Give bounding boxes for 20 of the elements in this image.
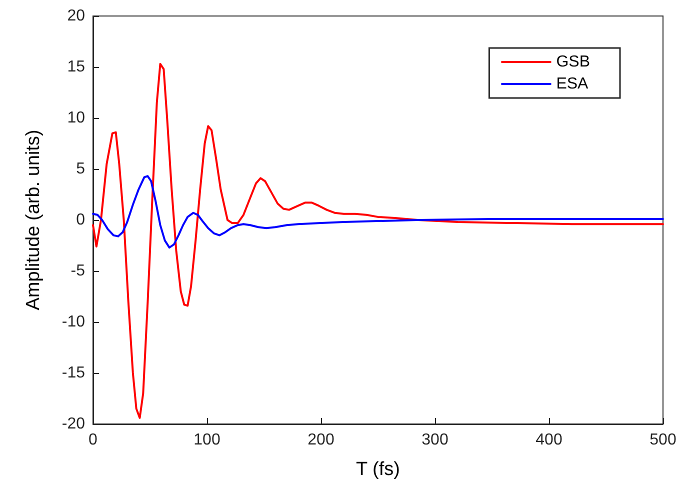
y-tick-label: -10 xyxy=(62,314,86,330)
x-tick-label: 100 xyxy=(194,432,220,448)
y-tick-label: 20 xyxy=(67,8,86,24)
y-tick-label: 0 xyxy=(76,212,86,228)
x-tick-label: 500 xyxy=(650,432,676,448)
x-tick-label: 400 xyxy=(536,432,562,448)
y-tick-label: -15 xyxy=(62,364,86,382)
y-tick-label: 5 xyxy=(76,160,86,178)
x-axis-title: T (fs) xyxy=(356,459,400,480)
y-tick-label: -5 xyxy=(70,262,86,280)
x-tick-label: 0 xyxy=(88,432,98,448)
y-axis-title: Amplitude (arb. units) xyxy=(23,130,44,310)
x-tick-label: 200 xyxy=(308,432,334,448)
x-tick-label: 300 xyxy=(422,432,448,448)
legend-label: ESA xyxy=(556,76,589,92)
y-tick-label: 10 xyxy=(67,110,86,126)
y-tick-label: 15 xyxy=(67,58,86,76)
line-series xyxy=(92,175,664,249)
y-tick-label: -20 xyxy=(62,416,86,432)
legend-label: GSB xyxy=(556,54,590,70)
